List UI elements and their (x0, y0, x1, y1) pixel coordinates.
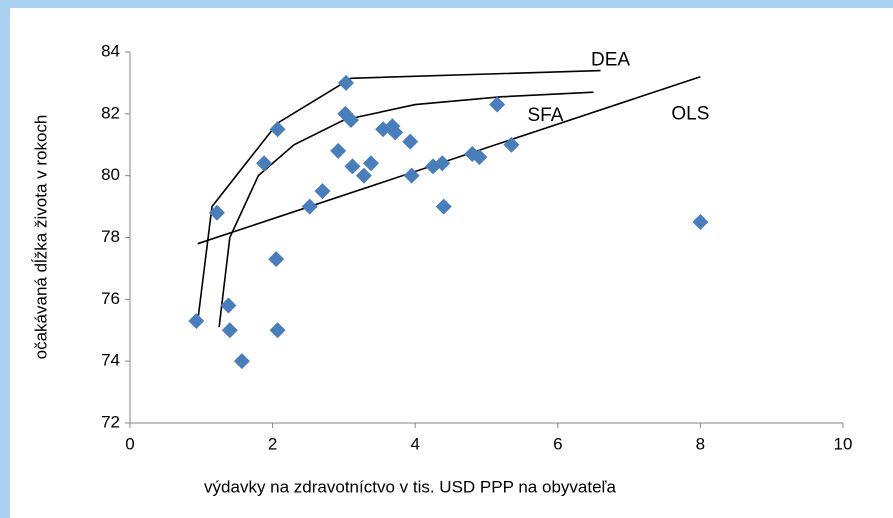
x-tick-label: 8 (696, 434, 705, 453)
data-point (188, 312, 205, 329)
data-point (208, 204, 225, 221)
data-point (435, 198, 452, 215)
y-tick-label: 82 (101, 103, 120, 122)
data-point (269, 121, 286, 138)
data-point (375, 121, 392, 138)
data-point (314, 183, 331, 200)
data-point (471, 149, 488, 166)
line-label: OLS (671, 104, 709, 125)
data-point (503, 136, 520, 153)
data-point (268, 251, 285, 268)
data-point (233, 353, 250, 370)
data-point (221, 322, 238, 339)
data-point (362, 155, 379, 172)
x-tick-label: 6 (553, 434, 562, 453)
y-tick-label: 84 (101, 41, 120, 60)
y-tick-label: 72 (101, 412, 120, 431)
data-point (489, 96, 506, 113)
data-point (338, 74, 355, 91)
y-tick-label: 74 (101, 351, 120, 370)
x-tick-label: 10 (834, 434, 853, 453)
x-tick-label: 2 (268, 434, 277, 453)
data-point (343, 112, 360, 129)
data-point (256, 155, 273, 172)
x-tick-label: 0 (125, 434, 134, 453)
data-point (692, 214, 709, 231)
y-tick-label: 76 (101, 289, 120, 308)
y-axis-title: očakávaná dĺžka života v rokoch (31, 115, 50, 360)
line-label: SFA (527, 105, 563, 126)
frontier-line (197, 75, 701, 245)
data-point (403, 167, 420, 184)
y-tick-label: 78 (101, 227, 120, 246)
data-point (387, 124, 404, 141)
data-point (344, 158, 361, 175)
data-point (355, 167, 372, 184)
chart-background (10, 8, 893, 518)
data-point (402, 133, 419, 150)
data-point (434, 155, 451, 172)
y-tick-label: 80 (101, 165, 120, 184)
data-point (220, 297, 237, 314)
frontier-line (218, 91, 594, 328)
data-point (301, 198, 318, 215)
x-tick-label: 4 (410, 434, 419, 453)
data-point (269, 322, 286, 339)
data-point (330, 142, 347, 159)
line-label: DEA (591, 50, 630, 71)
x-axis-title: výdavky na zdravotníctvo v tis. USD PPP … (204, 477, 616, 496)
